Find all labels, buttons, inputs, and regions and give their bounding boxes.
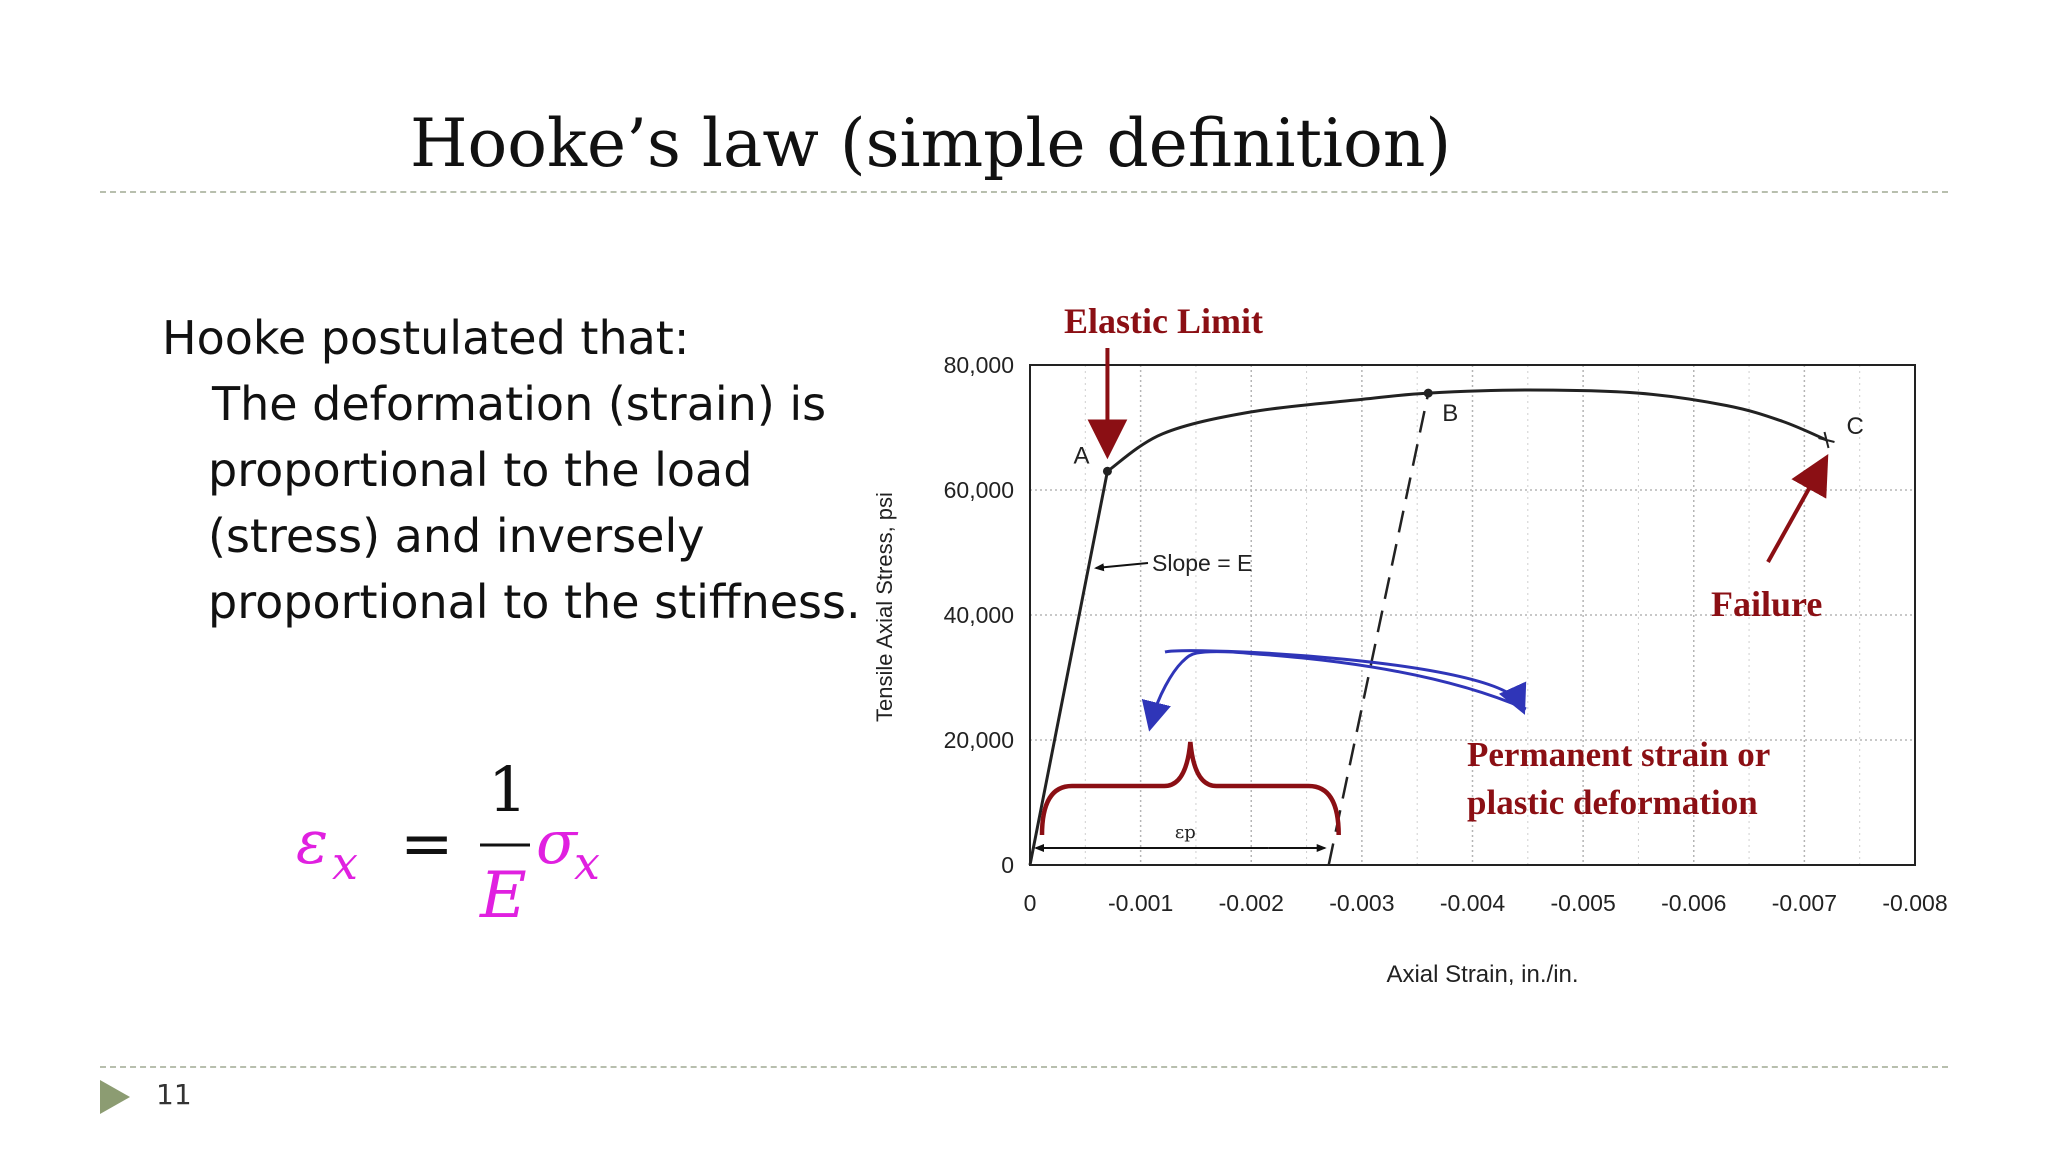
play-arrow-icon	[100, 1080, 130, 1114]
hooke-formula: ε x = 1 E σ x	[296, 753, 600, 933]
chart-annotations: Slope = E εp Elastic Limit Failure Perma…	[1034, 301, 1829, 852]
x-tick-label: -0.006	[1661, 890, 1726, 916]
formula-equals: =	[400, 807, 454, 881]
y-tick-label: 0	[1001, 852, 1014, 878]
y-tick-label: 20,000	[944, 727, 1014, 753]
permanent-strain-label: Permanent strain or	[1467, 735, 1770, 774]
plastic-strain-marker: εp	[1175, 822, 1196, 843]
elastic-limit-label: Elastic Limit	[1064, 301, 1263, 341]
x-axis-label: Axial Strain, in./in.	[1386, 961, 1578, 988]
page-number: 11	[156, 1078, 192, 1111]
point-marker	[1818, 431, 1835, 449]
body-text: Hooke postulated that: The deformation (…	[162, 305, 862, 635]
x-tick-label: -0.001	[1108, 890, 1173, 916]
point-marker	[1102, 466, 1112, 476]
formula-strain-symbol: ε	[296, 808, 328, 878]
point-label: C	[1847, 413, 1864, 440]
statement-line: proportional to the load	[208, 443, 753, 497]
plot-frame	[1029, 364, 1916, 866]
failure-label: Failure	[1711, 584, 1822, 624]
slope-arrow	[1094, 562, 1149, 572]
chart-series: A B C	[1028, 388, 1864, 866]
statement-line: (stress) and inversely	[208, 509, 705, 563]
stress-strain-curve	[1028, 388, 1828, 866]
slide-title: Hooke’s law (simple definition)	[410, 105, 1452, 182]
formula-stress-symbol: σ	[536, 808, 579, 878]
x-tick-label: -0.002	[1219, 890, 1284, 916]
intro-text: Hooke postulated that:	[162, 311, 690, 365]
plastic-strain-brace	[1039, 741, 1341, 836]
title-divider	[100, 191, 1948, 193]
x-tick-label: -0.008	[1882, 890, 1947, 916]
x-tick-label: -0.005	[1551, 890, 1616, 916]
chart-grid	[1030, 365, 1915, 865]
failure-arrow	[1766, 454, 1829, 563]
slope-label: Slope = E	[1152, 550, 1252, 576]
x-tick-label: -0.004	[1440, 890, 1505, 916]
stress-strain-chart: 0 -0.001 -0.002 -0.003 -0.004 -0.005 -0.006 -0.…	[872, 301, 1948, 988]
formula-numerator: 1	[488, 753, 527, 826]
statement-line: proportional to the stiffness.	[208, 575, 861, 629]
statement-line: The deformation (strain) is	[212, 377, 827, 431]
y-tick-label: 40,000	[944, 602, 1014, 628]
formula-denominator: E	[479, 859, 527, 933]
point-marker	[1423, 388, 1433, 398]
x-tick-label: 0	[1024, 890, 1037, 916]
unloading-line	[1327, 392, 1430, 866]
formula-strain-subscript: x	[332, 836, 358, 890]
y-tick-label: 80,000	[944, 352, 1014, 378]
y-axis-label: Tensile Axial Stress, psi	[872, 492, 897, 722]
footer-divider	[100, 1066, 1948, 1068]
formula-stress-subscript: x	[574, 836, 600, 890]
point-label: B	[1442, 400, 1458, 427]
x-tick-label: -0.007	[1772, 890, 1837, 916]
x-tick-label: -0.003	[1329, 890, 1394, 916]
y-tick-label: 60,000	[944, 477, 1014, 503]
curved-arrow-right	[1141, 650, 1527, 732]
plastic-deformation-label: plastic deformation	[1467, 783, 1758, 822]
curved-arrow-left	[1164, 649, 1527, 715]
axis-ticks: 0 -0.001 -0.002 -0.003 -0.004 -0.005 -0.006 -0.…	[944, 352, 1948, 916]
point-label: A	[1073, 442, 1089, 469]
